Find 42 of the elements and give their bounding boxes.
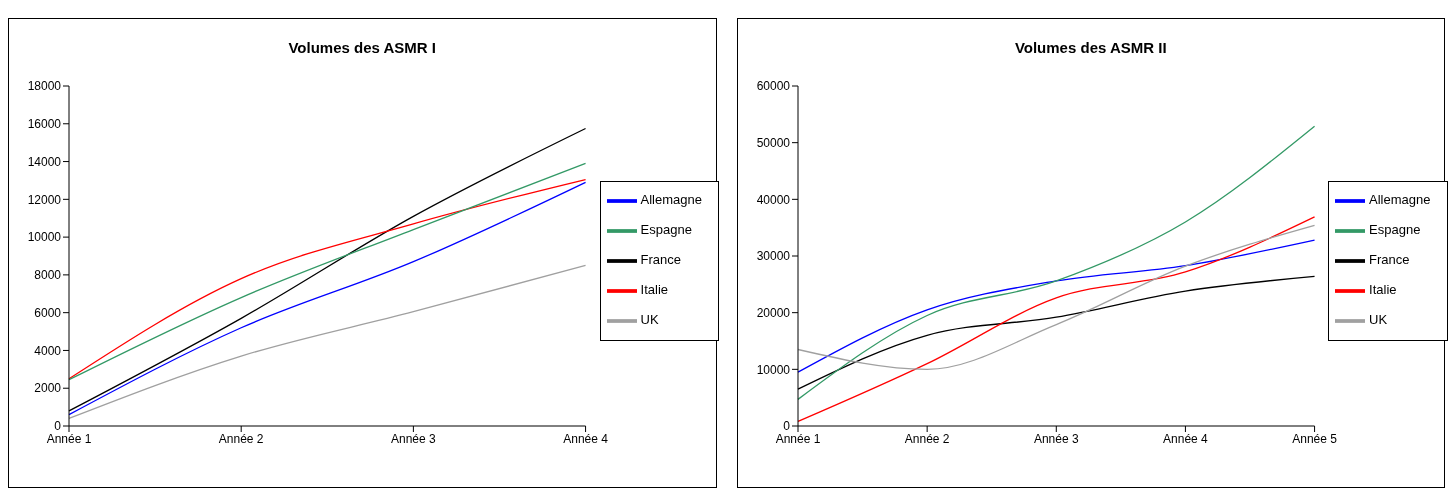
y-tick-label: 2000 [34,381,62,396]
x-tick-label: Année 1 [775,431,821,446]
legend-label: UK [640,312,659,328]
chart-title: Volumes des ASMR I [287,39,437,56]
chart-title: Volumes des ASMR II [1013,39,1168,56]
line-series [68,264,587,420]
y-tick-label: 14000 [27,154,62,169]
y-tick-label: 16000 [27,117,62,132]
legend-label: France [1369,252,1410,268]
legend-label: Espagne [1369,222,1421,238]
legend-label: Italie [1369,282,1397,298]
x-tick-label: Année 2 [218,431,264,446]
y-tick-label: 10000 [27,230,62,245]
legend-label: Allemagne [640,192,702,208]
legend-label: Allemagne [1369,192,1431,208]
y-tick-label: 60000 [756,79,790,94]
x-tick-label: Année 2 [904,431,950,446]
y-tick-label: 8000 [34,268,62,283]
y-tick-label: 50000 [756,135,790,150]
line-series [796,216,1315,423]
x-tick-label: Année 4 [563,431,609,446]
y-tick-label: 40000 [756,192,790,207]
legend-label: Espagne [640,222,692,238]
y-tick-label: 10000 [756,362,790,377]
y-tick-label: 12000 [27,192,62,207]
y-tick-label: 4000 [34,343,62,358]
legend-label: France [640,252,682,268]
y-tick-label: 30000 [756,249,790,264]
line-series [68,181,587,416]
x-tick-label: Année 4 [1162,431,1208,446]
x-tick-label: Année 5 [1291,431,1337,446]
x-tick-label: Année 1 [46,431,92,446]
y-tick-label: 20000 [756,305,790,320]
x-tick-label: Année 3 [1033,431,1079,446]
y-tick-label: 6000 [34,305,62,320]
y-tick-label: 0 [54,419,62,434]
legend-label: UK [1369,312,1388,328]
line-series [796,125,1315,401]
x-tick-label: Année 3 [391,431,437,446]
y-tick-label: 0 [782,419,790,434]
y-tick-label: 18000 [27,79,62,94]
legend-label: Italie [640,282,669,298]
